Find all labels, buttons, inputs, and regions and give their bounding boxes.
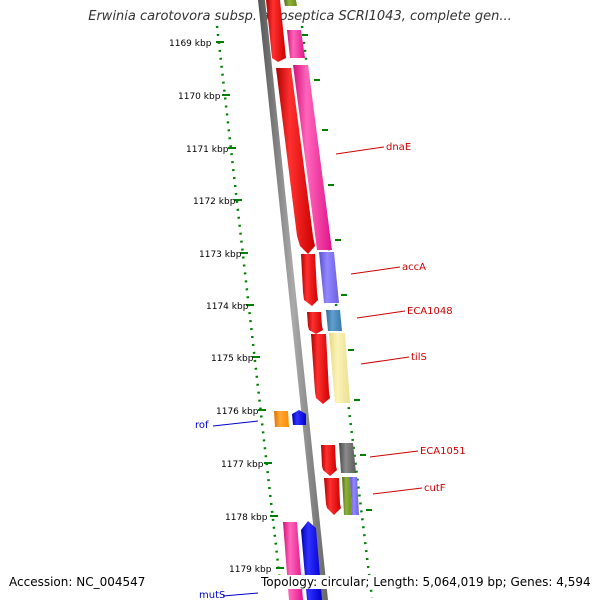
gene-rof [274, 410, 306, 427]
gene-label-cutF[interactable]: cutF [424, 483, 446, 494]
cog-block-olive-cutF[interactable] [342, 477, 352, 515]
gene-label-tilS[interactable]: tilS [411, 352, 427, 363]
ruler-tick-label: 1174 kbp [206, 302, 249, 312]
cog-block-steelblue-ECA1048[interactable] [326, 310, 342, 331]
ruler-tick-label: 1173 kbp [199, 250, 242, 260]
ruler: 1169 kbp 1170 kbp 1171 kbp 1172 kbp 1173… [169, 39, 284, 575]
topology-text: Topology: circular; Length: 5,064,019 bp… [261, 575, 591, 589]
cog-block-gray-ECA1051[interactable] [339, 443, 356, 473]
ruler-tick-label: 1179 kbp [229, 565, 272, 575]
gene-label-rof[interactable]: rof [195, 420, 209, 431]
cog-block-orange-rof[interactable] [274, 411, 289, 427]
ruler-tick-label: 1171 kbp [186, 145, 229, 155]
gene-label-dnaE[interactable]: dnaE [386, 142, 411, 153]
label-line [360, 356, 410, 365]
cog-block-purple-cutF[interactable] [350, 477, 359, 515]
cog-block-khaki-tilS[interactable] [329, 333, 350, 403]
gene-arrow-ECA1051[interactable] [321, 445, 337, 476]
ruler-tick-label: 1178 kbp [225, 513, 268, 523]
gene-label-ECA1051[interactable]: ECA1051 [420, 446, 466, 457]
gene-labels: dnaE accA ECA1048 tilS rof ECA1051 cutF … [195, 142, 466, 600]
gene-label-accA[interactable]: accA [402, 262, 426, 273]
gene-label-mutS[interactable]: mutS [199, 590, 225, 600]
ruler-tick-label: 1170 kbp [178, 92, 221, 102]
gene-arrow-dnaE[interactable] [276, 68, 315, 254]
cog-block-magenta-top [287, 30, 305, 58]
gene-arrow-dnaE-top[interactable] [266, 0, 286, 62]
label-line [369, 450, 419, 458]
gene-arrow-tilS[interactable] [311, 334, 330, 404]
cog-block-magenta-dnaE[interactable] [293, 65, 332, 250]
ruler-tick-label: 1169 kbp [169, 39, 212, 49]
label-line [356, 310, 406, 319]
cog-track [284, 0, 359, 515]
ruler-tick-label: 1177 kbp [221, 460, 264, 470]
gene-arrow-cutF[interactable] [324, 478, 341, 515]
label-line [335, 146, 385, 155]
cog-block-olive-top [284, 0, 297, 6]
label-line [350, 266, 401, 275]
cds-track-forward [266, 0, 341, 515]
gene-arrow-accA[interactable] [301, 254, 318, 306]
inner-ticks [302, 34, 372, 511]
ruler-outer-line [215, 25, 283, 591]
ruler-tick-label: 1175 kbp [211, 354, 254, 364]
genome-backbone [258, 0, 328, 600]
map-title: Erwinia carotovora subsp. atroseptica SC… [88, 9, 512, 24]
gene-arrow-ECA1048[interactable] [307, 312, 323, 334]
label-line [212, 420, 259, 427]
ruler-tick-label: 1172 kbp [193, 197, 236, 207]
label-line [372, 487, 423, 495]
gene-arrow-rof[interactable] [292, 410, 306, 425]
ruler-tick-label: 1176 kbp [216, 407, 259, 417]
accession-text: Accession: NC_004547 [9, 575, 146, 589]
cog-block-purple-accA[interactable] [319, 252, 339, 303]
label-line [222, 592, 259, 597]
gene-label-ECA1048[interactable]: ECA1048 [407, 306, 453, 317]
